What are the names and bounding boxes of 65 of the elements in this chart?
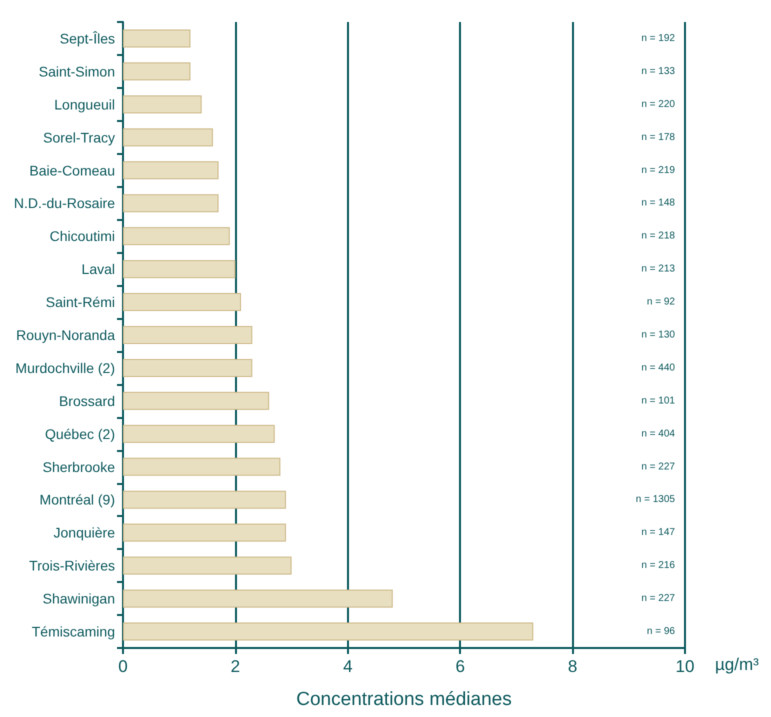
annotation: n = 101 <box>641 395 676 406</box>
bar <box>123 458 280 476</box>
annotation: n = 440 <box>641 362 676 374</box>
annotation: n = 192 <box>641 32 676 44</box>
bar <box>123 293 242 312</box>
bar <box>123 227 230 246</box>
annotation: n = 216 <box>641 560 676 572</box>
annotation: n = 218 <box>641 230 676 242</box>
bar <box>123 62 190 80</box>
x-tick-label: 0 <box>118 657 128 676</box>
annotation: n = 130 <box>641 330 676 340</box>
y-tick-label: Témiscaming <box>32 624 115 640</box>
annotation: n = 227 <box>641 593 676 604</box>
x-axis-title: Concentrations médianes <box>296 689 512 710</box>
annotation: n = 96 <box>646 626 676 638</box>
bar <box>123 194 219 212</box>
bar <box>123 424 275 443</box>
bar <box>123 490 286 509</box>
bar <box>123 524 286 542</box>
bar <box>123 161 219 180</box>
y-tick-label: Jonquière <box>54 524 116 541</box>
bar <box>123 392 270 410</box>
bar <box>123 128 213 146</box>
x-tick-label: 10 <box>676 657 694 676</box>
text: µg/m³ <box>715 655 760 674</box>
annotation: n = 1305 <box>636 494 676 506</box>
y-tick-label: Brossard <box>58 392 115 409</box>
y-tick-label: Laval <box>82 261 115 278</box>
bar <box>123 260 236 278</box>
bar <box>123 29 190 48</box>
annotation: n = 220 <box>641 98 676 110</box>
y-tick-label: Baie-Comeau <box>29 162 115 178</box>
y-tick-label: Saint-Simon <box>38 63 115 80</box>
annotation: n = 227 <box>641 461 676 472</box>
y-tick-label: N.D.-du-Rosaire <box>14 195 116 212</box>
y-tick-label: Sorel-Tracy <box>43 129 115 146</box>
y-tick-label: Saint-Rémi <box>46 294 115 310</box>
annotation: n = 92 <box>646 296 676 308</box>
x-tick-label: 2 <box>230 657 240 676</box>
y-tick-label: Sept-Îles <box>60 30 115 46</box>
x-tick-label: 6 <box>455 657 465 676</box>
y-tick-label: Montréal (9) <box>40 492 115 508</box>
annotation: n = 178 <box>641 132 676 143</box>
y-tick-label: Québec (2) <box>44 426 115 442</box>
bar <box>123 95 202 114</box>
x-tick-label: 4 <box>343 657 353 676</box>
y-tick-label: Sherbrooke <box>42 458 116 475</box>
y-tick-label: Longueuil <box>54 96 115 112</box>
bar <box>123 590 393 608</box>
bar <box>123 622 534 641</box>
bar <box>123 326 252 344</box>
y-tick-label: Shawinigan <box>42 590 115 607</box>
y-tick-label: Murdochville (2) <box>15 360 115 376</box>
y-tick-label: Rouyn-Noranda <box>16 327 116 343</box>
annotation: n = 147 <box>641 527 676 538</box>
y-tick-label: Chicoutimi <box>50 228 115 244</box>
y-tick-label: Trois-Rivières <box>29 558 115 574</box>
annotation: n = 133 <box>641 66 676 77</box>
bar <box>123 358 252 377</box>
annotation: n = 213 <box>641 264 676 275</box>
x-tick-label: 8 <box>568 657 578 676</box>
annotation: n = 219 <box>641 164 676 176</box>
annotation: n = 148 <box>641 198 676 209</box>
annotation: n = 404 <box>641 428 676 440</box>
bar <box>123 556 292 575</box>
